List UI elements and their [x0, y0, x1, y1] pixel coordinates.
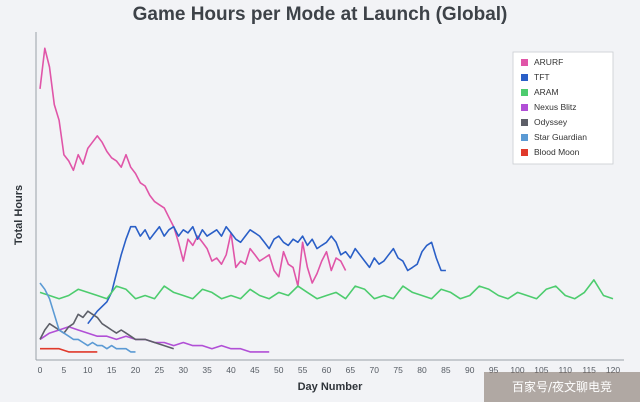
- legend-entry: Nexus Blitz: [534, 102, 577, 112]
- plot-lines: [39, 47, 614, 353]
- legend-entry: Blood Moon: [534, 147, 580, 157]
- x-tick-label: 115: [582, 365, 596, 375]
- x-tick-label: 5: [62, 365, 67, 375]
- x-tick-label: 95: [489, 365, 499, 375]
- series-line-arurf: [39, 47, 347, 287]
- x-axis-label: Day Number: [298, 381, 364, 393]
- x-tick-label: 80: [417, 365, 427, 375]
- x-tick-label: 100: [510, 365, 524, 375]
- series-line-blood-moon: [40, 347, 98, 353]
- x-tick-label: 50: [274, 365, 284, 375]
- x-tick-label: 75: [393, 365, 403, 375]
- x-tick-label: 0: [38, 365, 43, 375]
- legend-entry: TFT: [534, 72, 550, 82]
- watermark-backdrop: [484, 372, 640, 402]
- x-tick-label: 110: [558, 365, 572, 375]
- x-tick-label: 105: [534, 365, 548, 375]
- y-axis-label: Total Hours: [13, 185, 25, 245]
- legend-entry: ARURF: [534, 57, 563, 67]
- legend-swatch: [521, 134, 528, 141]
- chart-title: Game Hours per Mode at Launch (Global): [132, 4, 508, 25]
- x-tick-label: 20: [131, 365, 141, 375]
- x-tick-label: 90: [465, 365, 475, 375]
- x-tick-label: 40: [226, 365, 236, 375]
- legend-entry: Odyssey: [534, 117, 568, 127]
- legend-swatch: [521, 59, 528, 66]
- x-tick-label: 35: [202, 365, 212, 375]
- legend-box: [512, 51, 614, 165]
- legend-entry: Star Guardian: [534, 132, 587, 142]
- watermark: 百家号/夜文聊电竞: [512, 379, 612, 394]
- x-tick-label: 45: [250, 365, 260, 375]
- legend-swatch: [521, 149, 528, 156]
- legend-swatch: [521, 104, 528, 111]
- series-line-star-guardian: [39, 282, 136, 353]
- x-tick-label: 10: [83, 365, 93, 375]
- legend: ARURF TFT ARAM Nexus Blitz Odyssey Star Guard…: [512, 51, 614, 165]
- x-tick-label: 70: [370, 365, 380, 375]
- legend-swatch: [521, 119, 528, 126]
- legend-entry: ARAM: [534, 87, 559, 97]
- x-tick-label: 15: [107, 365, 117, 375]
- x-tick-label: 60: [322, 365, 332, 375]
- chart-axes: [35, 32, 624, 361]
- x-tick-label: 85: [441, 365, 451, 375]
- x-tick-label: 120: [606, 365, 620, 375]
- legend-swatch: [521, 89, 528, 96]
- series-line-tft: [87, 225, 446, 325]
- series-line-aram: [39, 279, 614, 300]
- x-tick-label: 25: [155, 365, 165, 375]
- x-tick-label: 55: [298, 365, 308, 375]
- legend-swatch: [521, 74, 528, 81]
- x-tick-labels: 0 5 10 15 20 25 30 35 40 45 50 55 60 65 70 75 80 85 90 95 10…: [38, 365, 621, 375]
- x-tick-label: 30: [179, 365, 189, 375]
- x-tick-label: 65: [346, 365, 356, 375]
